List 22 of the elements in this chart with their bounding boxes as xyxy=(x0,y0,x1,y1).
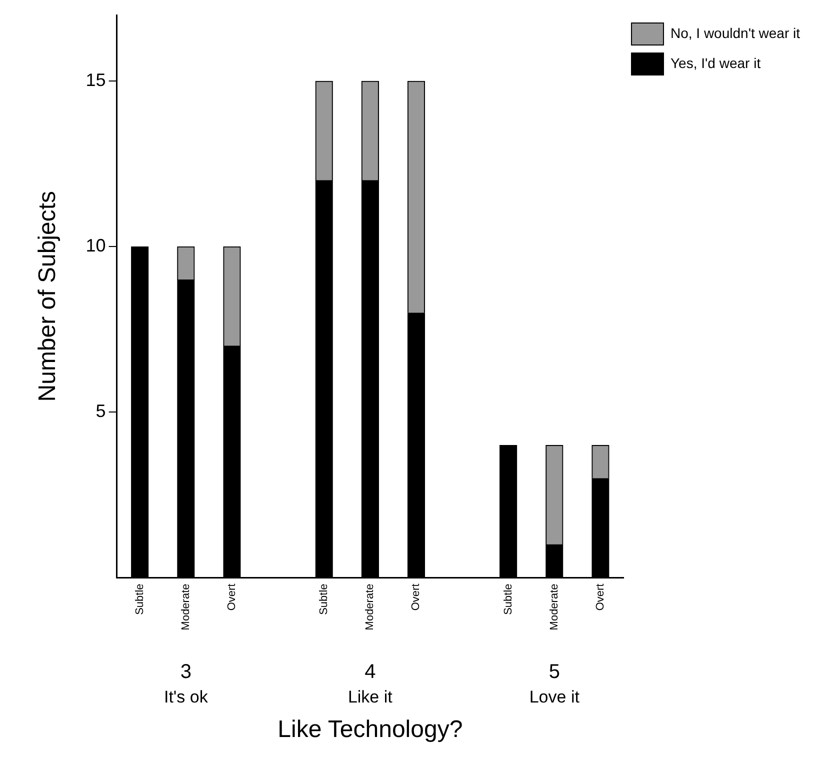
text: 3 xyxy=(180,661,192,684)
legend-label: Yes, I'd wear it xyxy=(670,54,761,71)
text: It's ok xyxy=(164,687,208,706)
y-tick-label: 10 xyxy=(86,236,106,256)
x-axis-title: Like Technology? xyxy=(278,716,463,744)
x-tick-label: Subtle xyxy=(134,584,146,615)
y-tick-label: 5 xyxy=(96,401,106,422)
text: Like it xyxy=(348,687,393,706)
y-axis-title: Number of Subjects xyxy=(34,190,62,402)
text: 4 xyxy=(364,661,376,684)
x-tick-label: Overt xyxy=(410,584,422,611)
x-tick-label: Overt xyxy=(226,584,238,611)
legend-label: No, I wouldn't wear it xyxy=(670,24,800,41)
text: Love it xyxy=(529,687,580,706)
text: 5 xyxy=(548,661,560,684)
x-tick-label: Moderate xyxy=(180,584,192,630)
x-tick-label: Moderate xyxy=(548,584,560,630)
x-tick-label: Subtle xyxy=(502,584,514,615)
y-tick-label: 15 xyxy=(86,70,106,90)
x-tick-label: Overt xyxy=(594,584,606,611)
x-tick-label: Subtle xyxy=(318,584,330,615)
x-tick-label: Moderate xyxy=(364,584,376,630)
